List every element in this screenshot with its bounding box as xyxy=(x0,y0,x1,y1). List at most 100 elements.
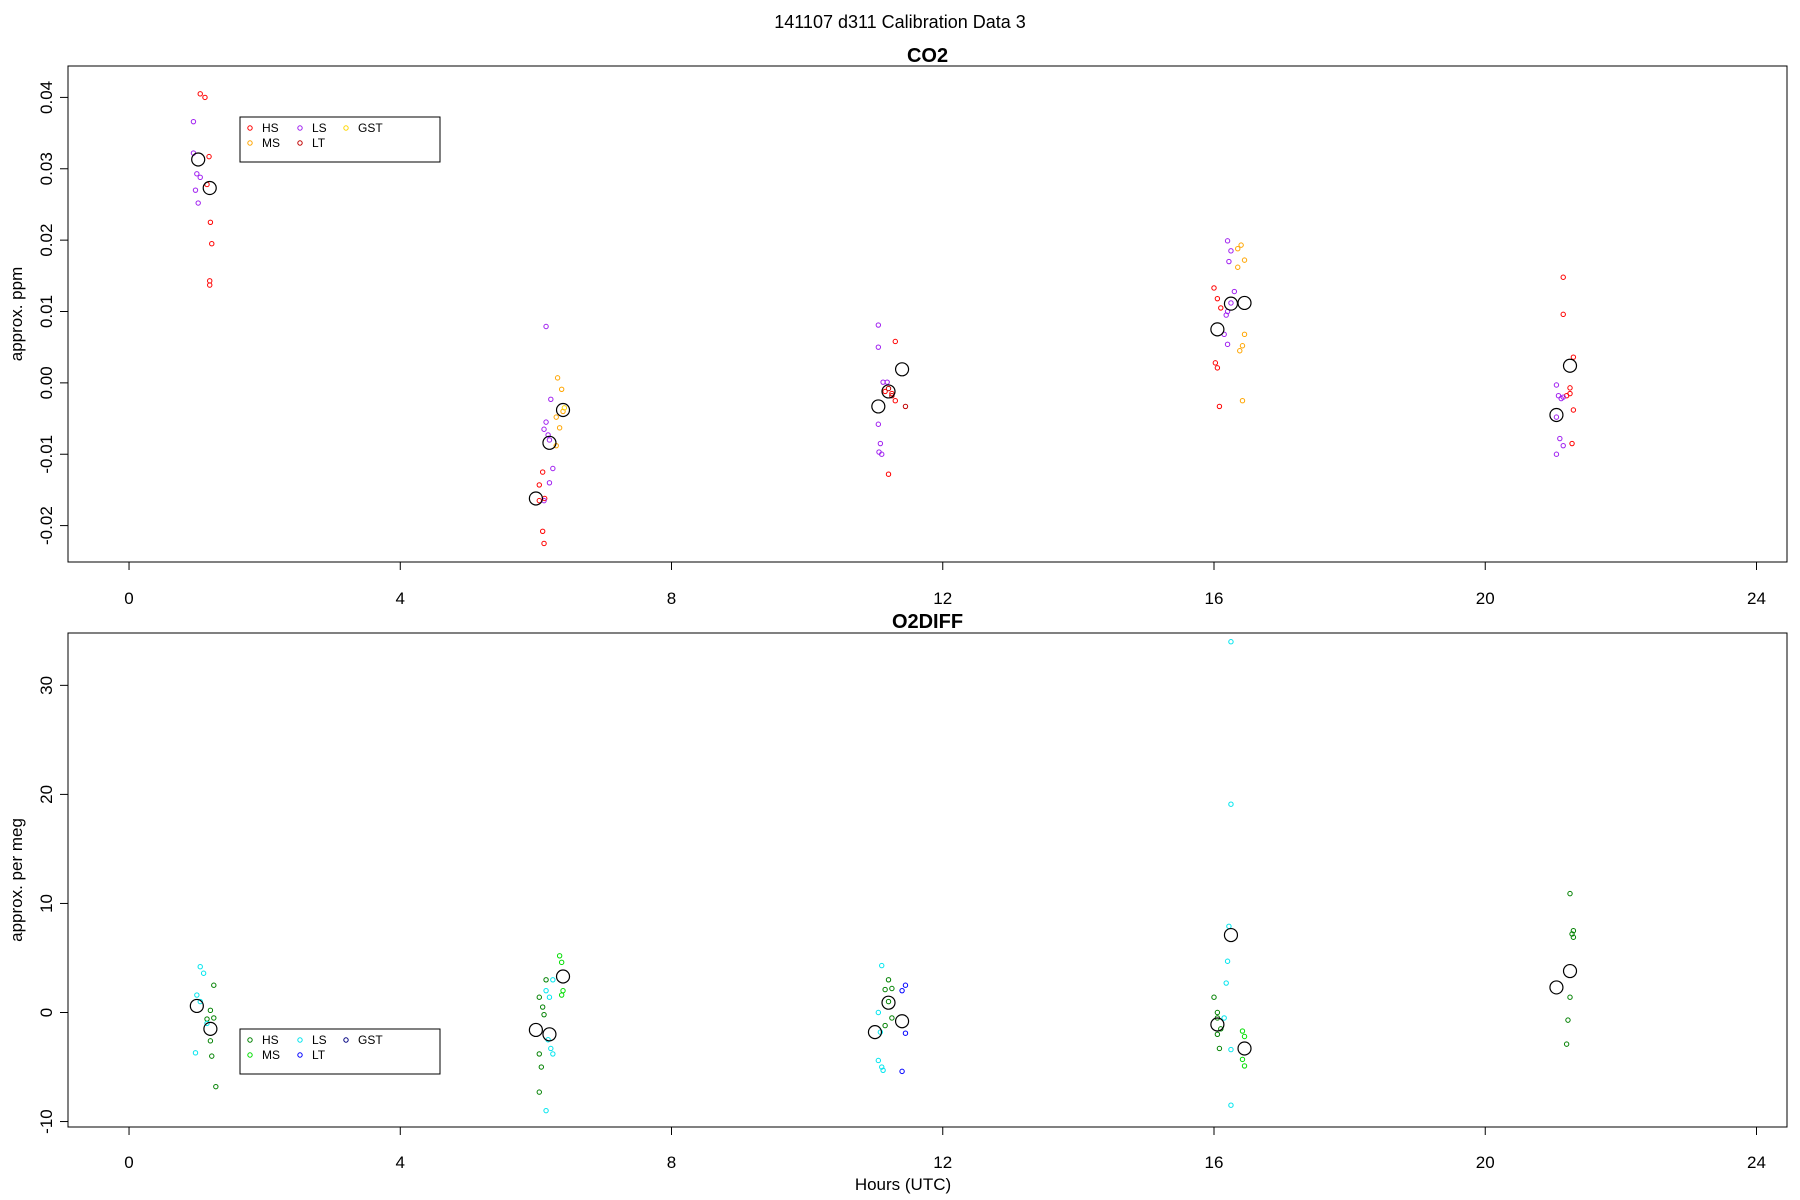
co2-point-ls xyxy=(1228,300,1234,306)
co2-point-ls xyxy=(1557,435,1563,442)
o2diff-x-tick-label: 20 xyxy=(1476,1153,1495,1172)
co2-point-hs xyxy=(1214,295,1221,302)
o2diff-point-hs xyxy=(1211,994,1217,1000)
co2-point-hs xyxy=(1560,311,1566,318)
co2-point-ls xyxy=(875,322,882,328)
o2diff-legend-label: HS xyxy=(262,1033,279,1047)
co2-point-ls xyxy=(1224,238,1231,244)
co2-point-ls xyxy=(194,171,200,177)
o2diff-mean-marker xyxy=(867,1025,883,1040)
o2diff-point-ls xyxy=(879,1064,885,1070)
o2diff-point-ms xyxy=(560,987,566,994)
co2-point-ms xyxy=(1238,242,1244,248)
o2diff-legend-box xyxy=(239,1028,441,1075)
o2diff-point-hs xyxy=(211,1015,217,1021)
o2diff-point-ms xyxy=(1239,1028,1246,1034)
co2-legend-symbol xyxy=(297,125,303,131)
o2diff-point-ls xyxy=(1224,958,1231,964)
co2-point-ls xyxy=(1224,341,1231,348)
o2diff-point-hs xyxy=(536,994,542,1000)
co2-point-ls xyxy=(195,200,201,206)
o2diff-point-ls xyxy=(1228,801,1234,807)
o2diff-y-tick-label: 20 xyxy=(37,785,56,804)
o2diff-legend-label: GST xyxy=(358,1033,383,1047)
co2-x-tick-label: 16 xyxy=(1205,589,1224,608)
co2-point-hs xyxy=(539,528,546,535)
o2diff-y-tick-label: 0 xyxy=(37,1008,56,1017)
o2diff-point-hs xyxy=(207,1038,214,1044)
co2-mean-marker xyxy=(1210,322,1225,337)
co2-legend-label: MS xyxy=(262,136,280,150)
co2-legend-symbol xyxy=(297,140,303,146)
o2diff-point-hs xyxy=(204,1016,210,1022)
co2-point-ls xyxy=(1553,451,1560,457)
co2-legend-label: LT xyxy=(312,136,326,150)
o2diff-point-hs xyxy=(539,1004,546,1010)
o2diff-point-hs xyxy=(536,1051,542,1057)
o2diff-point-hs xyxy=(1569,931,1575,937)
co2-y-tick-label: 0.03 xyxy=(37,152,56,185)
o2diff-y-tick-label: -10 xyxy=(37,1109,56,1134)
o2diff-point-ls xyxy=(550,977,556,983)
o2diff-point-hs xyxy=(1565,1017,1571,1023)
co2-legend-label: HS xyxy=(262,121,279,135)
o2diff-point-ls xyxy=(192,1050,199,1056)
co2-point-ms xyxy=(1235,245,1241,252)
o2diff-legend-symbol xyxy=(247,1037,253,1043)
co2-point-hs xyxy=(206,153,212,160)
co2-mean-marker xyxy=(202,180,217,196)
co2-point-ls xyxy=(1555,393,1562,399)
co2-x-tick-label: 4 xyxy=(396,589,405,608)
co2-point-ls xyxy=(879,451,885,457)
co2-point-hs xyxy=(1216,403,1223,410)
co2-point-ls xyxy=(541,426,547,432)
o2diff-point-hs xyxy=(541,1011,547,1018)
o2diff-point-hs xyxy=(1570,934,1577,940)
o2diff-point-ms xyxy=(558,959,565,966)
co2-legend-symbol xyxy=(247,140,253,146)
co2-point-ls xyxy=(546,437,553,443)
co2-point-ms xyxy=(1241,257,1248,263)
co2-y-tick-label: -0.01 xyxy=(37,435,56,474)
co2-point-ls xyxy=(875,421,882,427)
o2diff-point-hs xyxy=(889,985,895,992)
o2diff-legend-symbol xyxy=(297,1052,303,1058)
o2diff-point-ms xyxy=(556,953,563,959)
co2-point-hs xyxy=(882,388,888,395)
co2-point-ms xyxy=(1241,331,1248,338)
co2-y-tick-label: 0.04 xyxy=(37,81,56,114)
co2-point-ms xyxy=(556,425,563,431)
o2diff-mean-marker xyxy=(203,1021,218,1036)
o2diff-legend-symbol xyxy=(343,1037,349,1043)
o2diff-mean-marker xyxy=(542,1027,557,1042)
co2-point-hs xyxy=(207,278,213,284)
o2diff-x-tick-label: 12 xyxy=(933,1153,952,1172)
co2-point-ls xyxy=(190,118,197,125)
o2diff-point-ls xyxy=(194,992,200,998)
o2diff-point-ls xyxy=(543,987,549,994)
co2-point-ls xyxy=(543,419,549,425)
o2diff-point-hs xyxy=(1567,994,1573,1000)
co2-point-hs xyxy=(541,540,547,547)
co2-legend-symbol xyxy=(247,125,253,131)
o2diff-mean-marker xyxy=(555,969,571,984)
o2diff-legend-label: MS xyxy=(262,1048,280,1062)
co2-point-ls xyxy=(1560,442,1566,449)
o2diff-point-hs xyxy=(885,998,892,1005)
co2-point-ls xyxy=(1226,258,1232,265)
co2-point-hs xyxy=(1567,390,1573,397)
co2-point-hs xyxy=(1567,385,1573,391)
co2-point-lt xyxy=(885,385,892,392)
o2diff-point-hs xyxy=(213,1083,219,1090)
o2diff-point-hs xyxy=(209,1053,215,1059)
o2diff-point-hs xyxy=(543,977,549,983)
co2-point-hs xyxy=(1570,407,1577,413)
co2-point-hs xyxy=(1570,354,1577,360)
o2diff-point-ls xyxy=(1223,980,1229,986)
o2diff-point-ls xyxy=(1221,1015,1227,1021)
co2-point-ls xyxy=(875,344,882,350)
o2diff-point-hs xyxy=(536,1089,542,1095)
co2-x-tick-label: 8 xyxy=(667,589,676,608)
o2diff-point-lt xyxy=(899,1068,905,1075)
o2diff-point-ls xyxy=(546,994,553,1000)
